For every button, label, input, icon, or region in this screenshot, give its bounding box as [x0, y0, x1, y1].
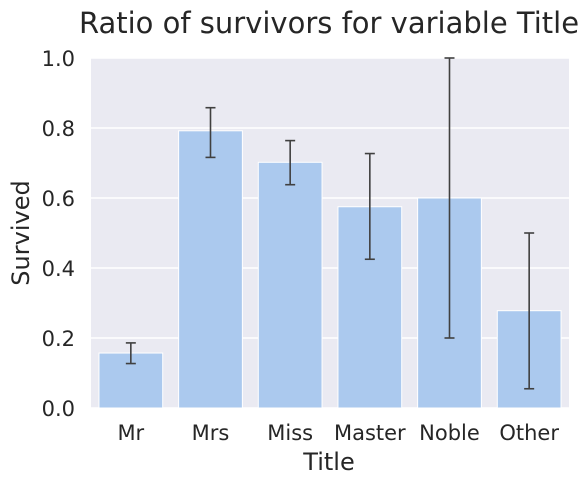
- y-tick-label: 0.8: [42, 117, 75, 141]
- y-tick-labels: 0.0 0.2 0.4 0.6 0.8 1.0: [42, 47, 75, 421]
- x-tick-label: Miss: [267, 421, 313, 445]
- y-tick-label: 0.6: [42, 187, 75, 211]
- chart-title: Ratio of survivors for variable Title: [79, 6, 579, 40]
- x-tick-labels: Mr Mrs Miss Master Noble Other: [117, 421, 559, 445]
- error-bar-other: [524, 232, 535, 390]
- y-tick-label: 0.4: [42, 257, 75, 281]
- error-bar-mrs: [205, 106, 216, 159]
- x-tick-label: Other: [499, 421, 559, 445]
- error-bar-miss: [285, 139, 296, 186]
- bar-miss: [257, 161, 323, 409]
- x-tick-label: Noble: [419, 421, 480, 445]
- x-axis-label: Title: [302, 448, 354, 476]
- x-tick-label: Mr: [117, 421, 144, 445]
- y-tick-label: 1.0: [42, 47, 75, 71]
- plot-area: [91, 58, 569, 408]
- y-axis-label: Survived: [7, 180, 35, 285]
- error-bar-noble: [444, 57, 455, 339]
- x-tick-label: Master: [334, 421, 406, 445]
- bar-mrs: [178, 130, 243, 409]
- x-tick-label: Mrs: [192, 421, 230, 445]
- error-bar-master: [364, 152, 375, 261]
- error-bars: [125, 57, 535, 390]
- y-tick-label: 0.2: [42, 327, 75, 351]
- error-bar-mr: [125, 342, 136, 365]
- y-tick-label: 0.0: [42, 397, 75, 421]
- gridlines: [91, 57, 569, 409]
